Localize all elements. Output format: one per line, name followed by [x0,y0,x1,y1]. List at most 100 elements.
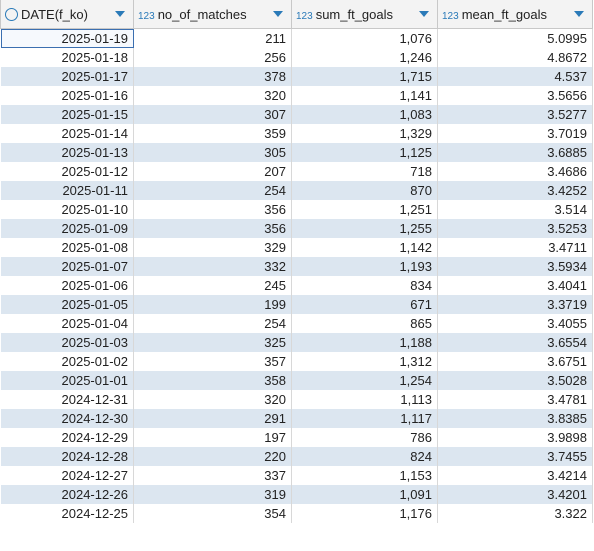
table-cell[interactable]: 3.7455 [437,447,593,466]
table-cell[interactable]: 2025-01-11 [0,181,134,200]
sort-arrow[interactable] [273,11,283,17]
table-cell[interactable]: 2025-01-03 [0,333,134,352]
table-cell[interactable]: 319 [133,485,292,504]
table-cell[interactable]: 718 [291,162,438,181]
table-cell[interactable]: 254 [133,181,292,200]
table-cell[interactable]: 2025-01-19 [0,28,134,48]
table-cell[interactable]: 3.4252 [437,181,593,200]
table-cell[interactable]: 3.8385 [437,409,593,428]
table-cell[interactable]: 2025-01-01 [0,371,134,390]
table-cell[interactable]: 1,153 [291,466,438,485]
table-cell[interactable]: 1,312 [291,352,438,371]
table-cell[interactable]: 3.5934 [437,257,593,276]
table-cell[interactable]: 3.7019 [437,124,593,143]
table-cell[interactable]: 3.4781 [437,390,593,409]
table-cell[interactable]: 291 [133,409,292,428]
table-cell[interactable]: 2025-01-04 [0,314,134,333]
table-cell[interactable]: 3.6885 [437,143,593,162]
table-cell[interactable]: 1,083 [291,105,438,124]
table-cell[interactable]: 870 [291,181,438,200]
table-cell[interactable]: 671 [291,295,438,314]
table-cell[interactable]: 3.5253 [437,219,593,238]
table-cell[interactable]: 2024-12-27 [0,466,134,485]
table-cell[interactable]: 3.4201 [437,485,593,504]
table-cell[interactable]: 356 [133,219,292,238]
table-cell[interactable]: 320 [133,86,292,105]
table-cell[interactable]: 1,329 [291,124,438,143]
table-cell[interactable]: 2025-01-05 [0,295,134,314]
table-cell[interactable]: 199 [133,295,292,314]
table-cell[interactable]: 3.4686 [437,162,593,181]
table-cell[interactable]: 3.6751 [437,352,593,371]
table-cell[interactable]: 2024-12-26 [0,485,134,504]
table-cell[interactable]: 220 [133,447,292,466]
sort-arrow[interactable] [574,11,584,17]
table-cell[interactable]: 1,246 [291,48,438,67]
table-cell[interactable]: 1,091 [291,485,438,504]
table-cell[interactable]: 1,142 [291,238,438,257]
table-cell[interactable]: 3.4214 [437,466,593,485]
table-cell[interactable]: 2025-01-02 [0,352,134,371]
table-cell[interactable]: 3.5656 [437,86,593,105]
column-header[interactable]: 123 sum_ft_goals [291,0,438,29]
table-cell[interactable]: 3.4711 [437,238,593,257]
table-cell[interactable]: 358 [133,371,292,390]
table-cell[interactable]: 2025-01-06 [0,276,134,295]
table-cell[interactable]: 3.5277 [437,105,593,124]
table-cell[interactable]: 1,076 [291,28,438,48]
table-cell[interactable]: 1,254 [291,371,438,390]
table-cell[interactable]: 354 [133,504,292,523]
table-cell[interactable]: 2025-01-12 [0,162,134,181]
table-cell[interactable]: 2025-01-09 [0,219,134,238]
table-cell[interactable]: 786 [291,428,438,447]
table-cell[interactable]: 2025-01-07 [0,257,134,276]
table-cell[interactable]: 197 [133,428,292,447]
table-cell[interactable]: 256 [133,48,292,67]
table-cell[interactable]: 1,125 [291,143,438,162]
table-cell[interactable]: 1,715 [291,67,438,86]
sort-arrow[interactable] [419,11,429,17]
table-cell[interactable]: 329 [133,238,292,257]
table-cell[interactable]: 1,193 [291,257,438,276]
table-cell[interactable]: 865 [291,314,438,333]
table-cell[interactable]: 356 [133,200,292,219]
table-cell[interactable]: 332 [133,257,292,276]
table-cell[interactable]: 207 [133,162,292,181]
sort-arrow[interactable] [115,11,125,17]
table-cell[interactable]: 2024-12-25 [0,504,134,523]
column-header[interactable]: 123 no_of_matches [133,0,292,29]
table-cell[interactable]: 325 [133,333,292,352]
table-cell[interactable]: 3.3719 [437,295,593,314]
table-cell[interactable]: 2025-01-13 [0,143,134,162]
table-cell[interactable]: 3.514 [437,200,593,219]
table-cell[interactable]: 378 [133,67,292,86]
table-cell[interactable]: 254 [133,314,292,333]
table-cell[interactable]: 2024-12-30 [0,409,134,428]
column-header[interactable]: DATE(f_ko) [0,0,134,29]
table-cell[interactable]: 2025-01-15 [0,105,134,124]
table-cell[interactable]: 320 [133,390,292,409]
table-cell[interactable]: 1,113 [291,390,438,409]
table-cell[interactable]: 3.4055 [437,314,593,333]
table-cell[interactable]: 3.9898 [437,428,593,447]
table-cell[interactable]: 1,188 [291,333,438,352]
table-cell[interactable]: 2024-12-31 [0,390,134,409]
table-cell[interactable]: 2025-01-17 [0,67,134,86]
table-cell[interactable]: 5.0995 [437,28,593,48]
table-cell[interactable]: 307 [133,105,292,124]
table-cell[interactable]: 357 [133,352,292,371]
table-cell[interactable]: 305 [133,143,292,162]
table-cell[interactable]: 3.4041 [437,276,593,295]
table-cell[interactable]: 2024-12-29 [0,428,134,447]
table-cell[interactable]: 1,141 [291,86,438,105]
table-cell[interactable]: 4.537 [437,67,593,86]
table-cell[interactable]: 1,176 [291,504,438,523]
table-cell[interactable]: 3.5028 [437,371,593,390]
table-cell[interactable]: 2024-12-28 [0,447,134,466]
table-cell[interactable]: 2025-01-10 [0,200,134,219]
table-cell[interactable]: 4.8672 [437,48,593,67]
table-cell[interactable]: 337 [133,466,292,485]
table-cell[interactable]: 834 [291,276,438,295]
table-cell[interactable]: 2025-01-14 [0,124,134,143]
table-cell[interactable]: 359 [133,124,292,143]
